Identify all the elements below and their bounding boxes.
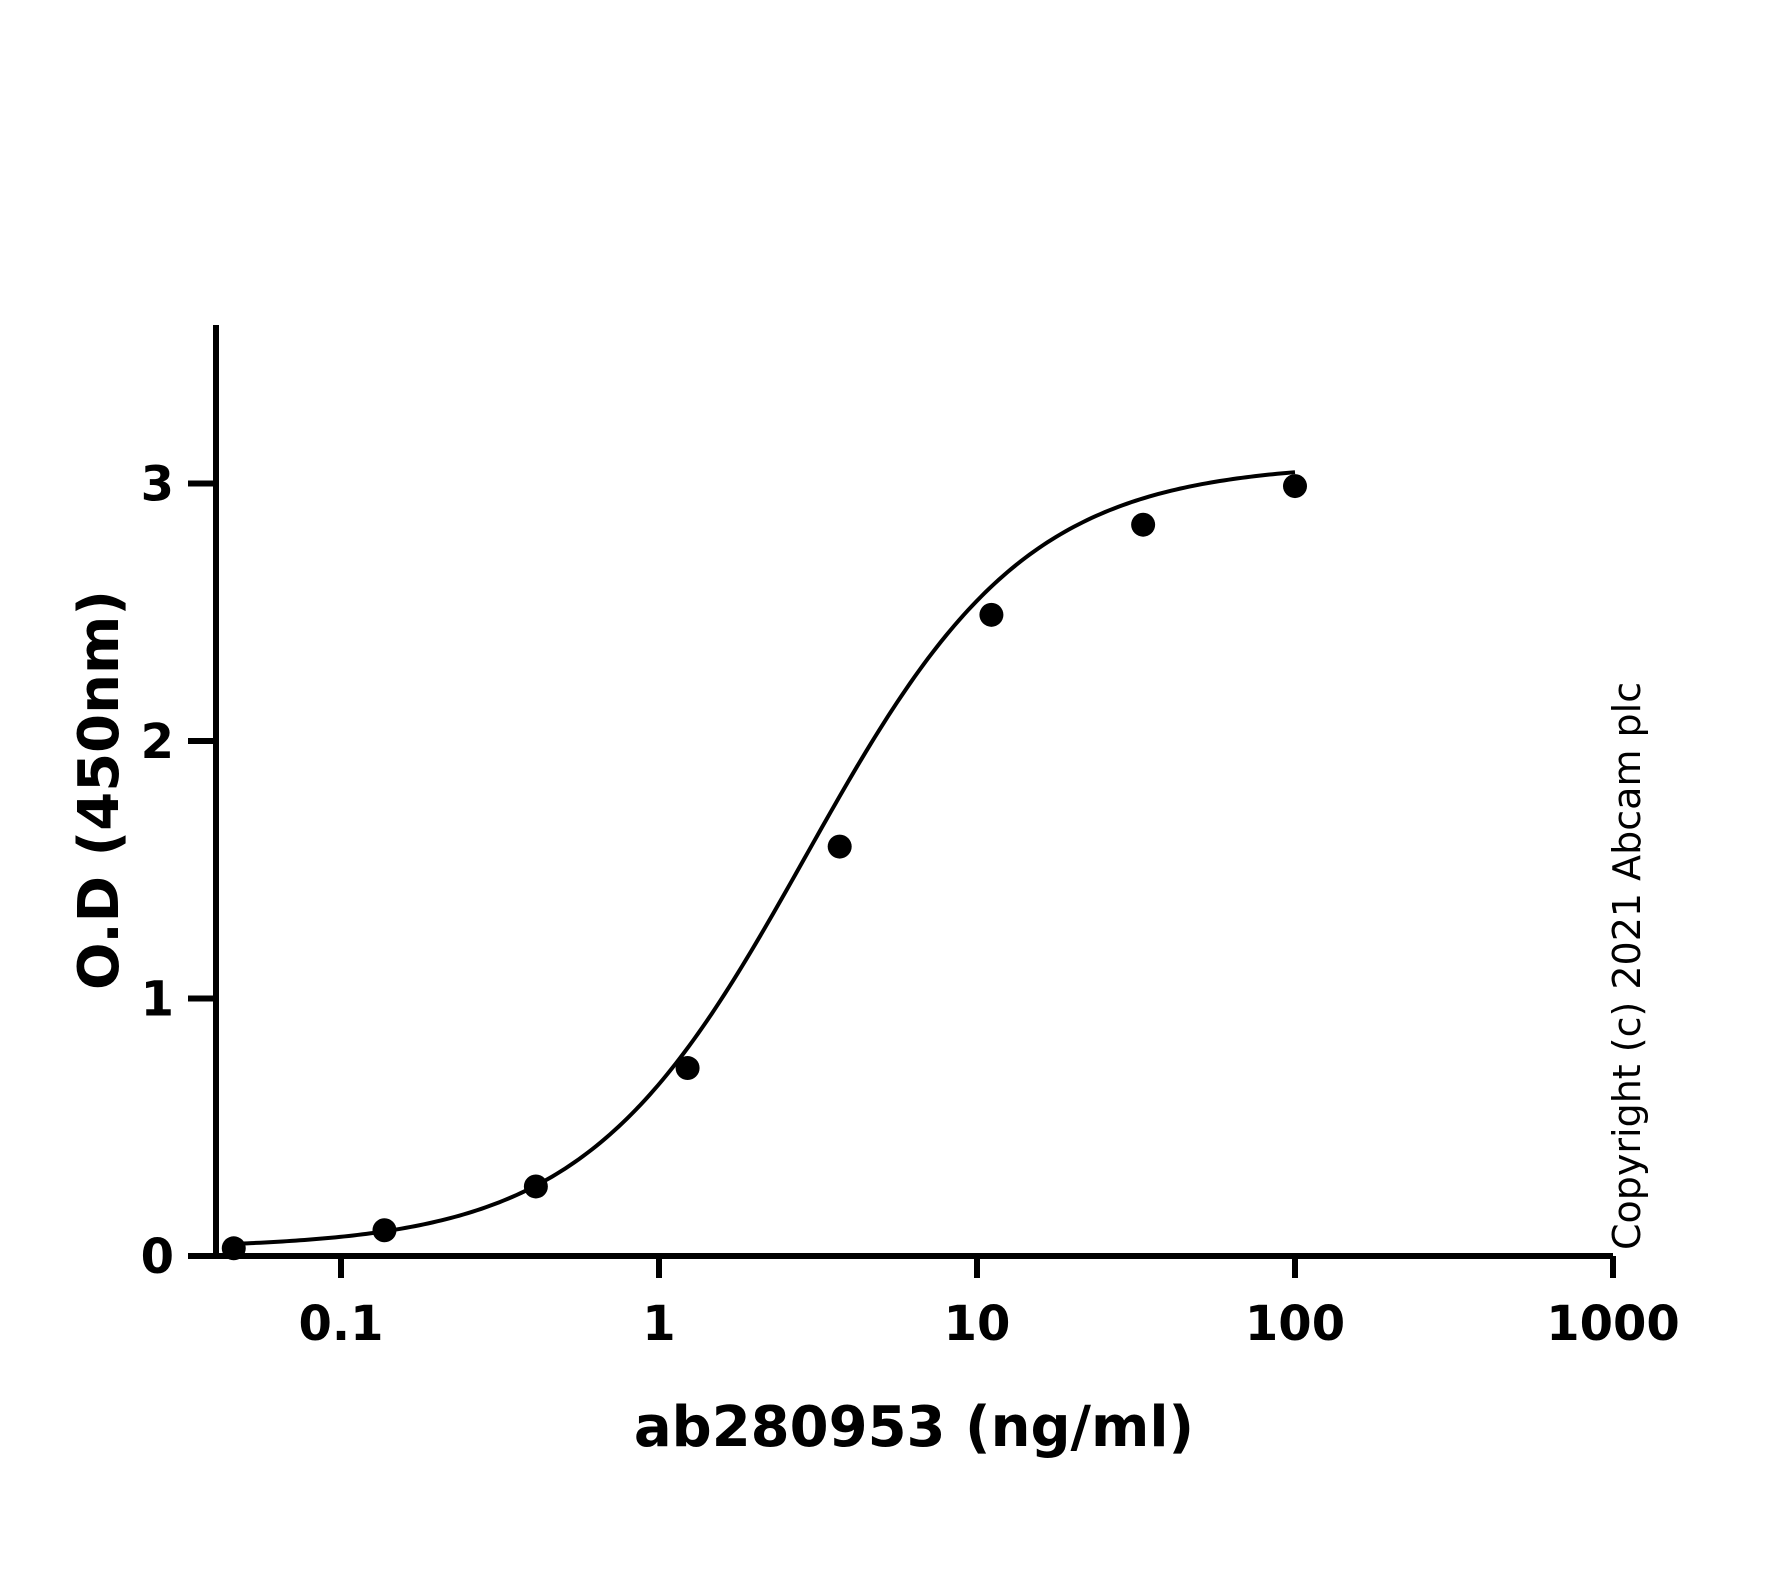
fit-curve xyxy=(233,470,1296,1246)
data-point xyxy=(372,1218,397,1243)
x-axis-title: ab280953 (ng/ml) xyxy=(634,1395,1194,1460)
data-point xyxy=(1131,512,1156,537)
x-tick-label: 0.1 xyxy=(298,1296,383,1352)
data-points xyxy=(221,474,1307,1261)
x-tick-label: 10 xyxy=(944,1296,1011,1352)
axes xyxy=(213,325,1613,1259)
x-tick-label: 100 xyxy=(1245,1296,1345,1352)
y-tick-label: 3 xyxy=(141,457,174,513)
data-point xyxy=(523,1174,548,1199)
y-tick-label: 1 xyxy=(141,972,174,1028)
x-tick-label: 1 xyxy=(642,1296,675,1352)
copyright-annotation: Copyright (c) 2021 Abcam plc xyxy=(1605,682,1649,1250)
data-point xyxy=(221,1236,246,1261)
data-point xyxy=(1283,474,1307,499)
y-axis-title: O.D (450nm) xyxy=(67,590,132,990)
data-point xyxy=(979,602,1004,627)
x-tick-label: 1000 xyxy=(1546,1296,1680,1352)
data-point xyxy=(827,834,852,859)
data-point xyxy=(675,1056,700,1081)
y-tick-label: 0 xyxy=(141,1229,174,1285)
ticks: 0.1 1 10 100 1000 0 1 2 3 xyxy=(141,457,1680,1353)
y-tick-label: 2 xyxy=(141,714,174,770)
